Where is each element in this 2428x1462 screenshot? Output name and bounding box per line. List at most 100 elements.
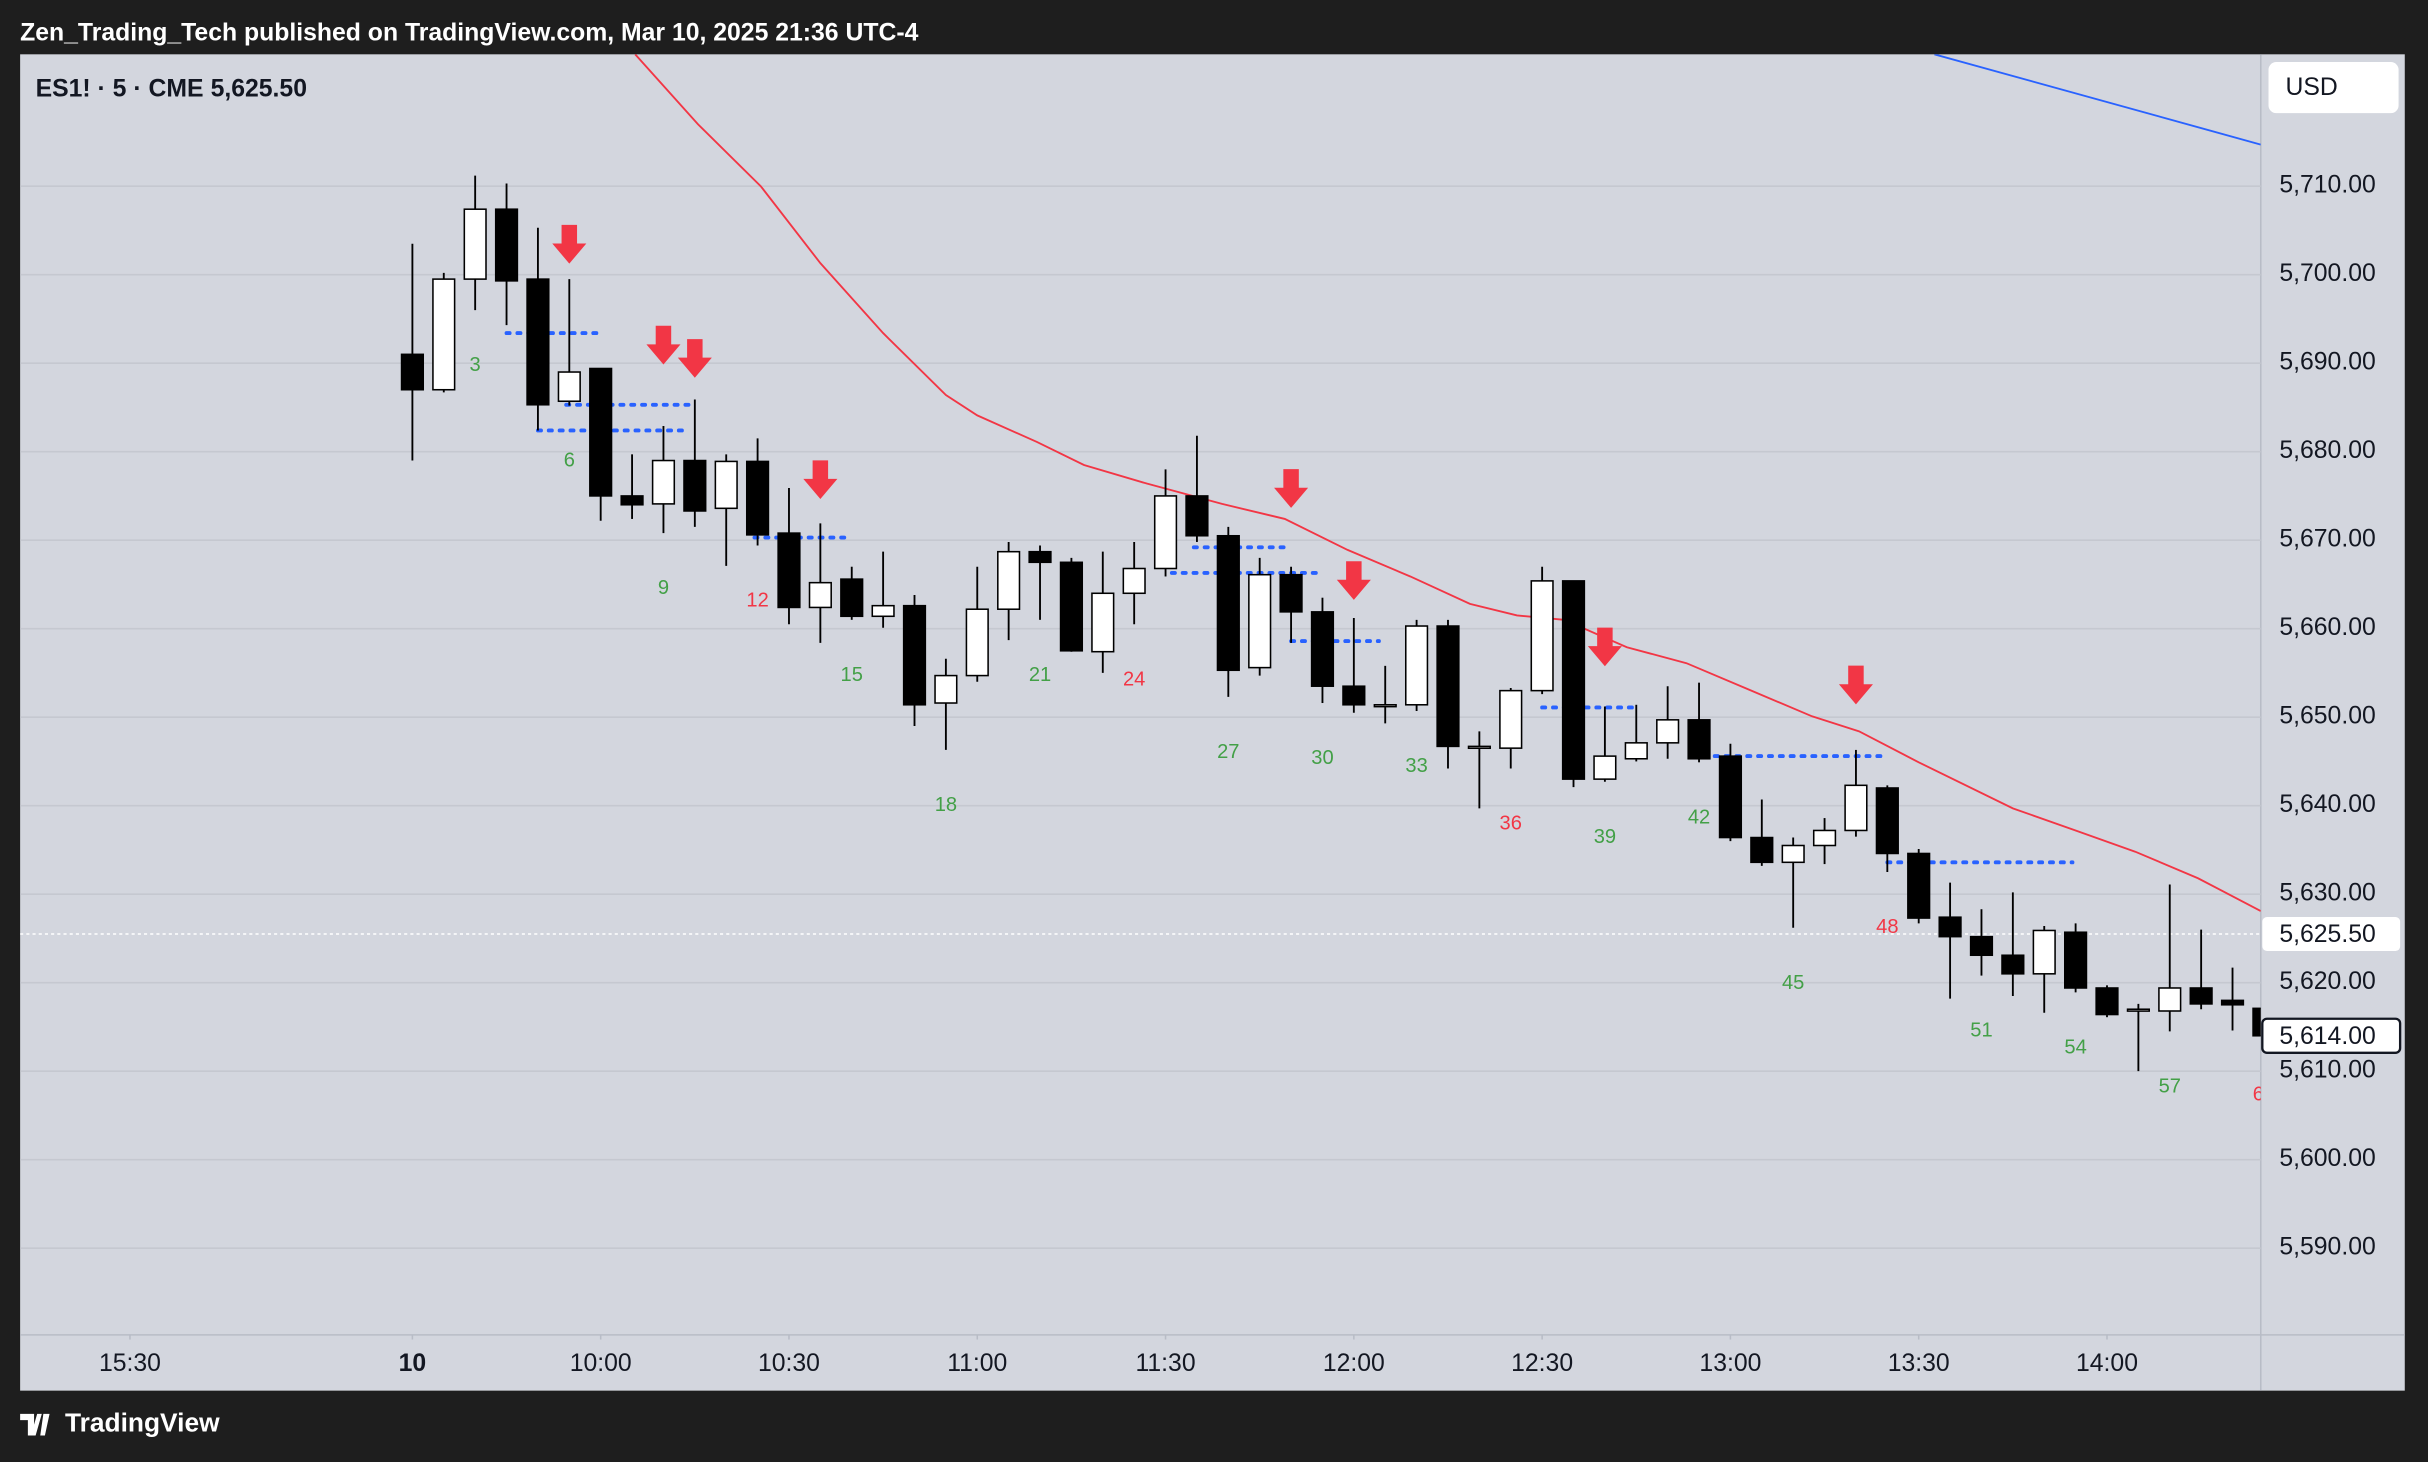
y-tick-label: 5,660.00 xyxy=(2279,614,2375,641)
x-tick-label: 13:00 xyxy=(1699,1350,1761,1377)
candle-body xyxy=(1530,580,1554,692)
candle-body xyxy=(1593,755,1617,780)
candle-body xyxy=(1216,534,1240,672)
signal-arrow xyxy=(646,325,681,365)
candle-body xyxy=(400,353,425,391)
price-badge-label: 5,614.00 xyxy=(2279,1023,2375,1050)
price-badge-label: 5,625.50 xyxy=(2279,921,2375,948)
candle-body xyxy=(808,581,832,609)
candle-body xyxy=(1248,573,1272,669)
candle-body xyxy=(432,278,456,391)
brand: TradingView xyxy=(65,1408,220,1438)
candle-body xyxy=(934,674,958,704)
y-tick-label: 5,640.00 xyxy=(2279,791,2375,818)
candle-body xyxy=(1436,625,1460,748)
y-tick-label: 5,680.00 xyxy=(2279,437,2375,464)
bar-count-label: 57 xyxy=(2159,1075,2181,1097)
candle-body xyxy=(2064,931,2088,989)
bar-count-label: 33 xyxy=(1405,755,1427,777)
signal-arrow xyxy=(1587,627,1622,667)
candle-body xyxy=(2252,1007,2261,1037)
bar-count-label: 30 xyxy=(1311,747,1333,769)
ma-line xyxy=(634,54,2261,912)
candle-body xyxy=(1624,742,1648,760)
x-tick-label: 14:00 xyxy=(2076,1350,2138,1377)
candle-body xyxy=(1687,719,1711,760)
y-tick-label: 5,610.00 xyxy=(2279,1057,2375,1084)
plot: 3691215182124273033363942454851545760 xyxy=(20,54,2261,1249)
candle-body xyxy=(1404,625,1429,706)
candle-body xyxy=(1499,689,1523,749)
candle-body xyxy=(2189,987,2213,1005)
x-tick-label: 10:30 xyxy=(758,1350,820,1377)
candle-body xyxy=(840,578,864,618)
y-tick-label: 5,620.00 xyxy=(2279,968,2375,995)
candle-body xyxy=(1907,852,1931,919)
signal-arrow xyxy=(1274,469,1309,508)
y-tick-label: 5,700.00 xyxy=(2279,260,2375,287)
candle-body xyxy=(1750,836,1774,864)
currency-button[interactable] xyxy=(2268,62,2399,114)
bar-count-label: 27 xyxy=(1217,741,1239,763)
x-tick-label: 11:30 xyxy=(1135,1350,1195,1377)
y-tick-label: 5,710.00 xyxy=(2279,172,2375,199)
candle-body xyxy=(620,495,644,506)
ma-line xyxy=(1934,54,2261,146)
candle-body xyxy=(997,550,1021,610)
bar-count-label: 24 xyxy=(1123,668,1145,690)
candle-body xyxy=(1467,745,1491,750)
currency-label[interactable]: USD xyxy=(2286,74,2338,101)
candle-body xyxy=(494,208,519,282)
bar-count-label: 6 xyxy=(564,450,575,472)
candle-body xyxy=(526,278,550,406)
signal-arrow xyxy=(803,460,838,500)
candle-body xyxy=(871,604,895,618)
candle-body xyxy=(902,604,927,706)
candle-body xyxy=(745,460,770,536)
x-tick-label: 12:00 xyxy=(1323,1350,1385,1377)
bar-count-label: 15 xyxy=(841,664,863,686)
candle-body xyxy=(1373,704,1397,708)
x-tick-label: 10 xyxy=(399,1350,427,1377)
signal-arrow xyxy=(677,339,712,378)
candle-body xyxy=(683,459,707,512)
candle-body xyxy=(1091,592,1115,653)
candle-body xyxy=(651,459,676,505)
price-badge xyxy=(2261,1017,2402,1054)
candle-body xyxy=(589,367,613,497)
signal-arrow xyxy=(552,224,587,264)
candle-body xyxy=(2126,1008,2150,1012)
candle-body xyxy=(463,208,487,280)
candle-body xyxy=(1812,829,1837,847)
bar-count-label: 12 xyxy=(746,590,768,612)
candle-body xyxy=(1185,495,1209,537)
candle-body xyxy=(1310,611,1335,687)
bar-count-label: 3 xyxy=(470,354,481,376)
candle-body xyxy=(777,532,801,609)
candle-body xyxy=(2001,954,2025,975)
candle-body xyxy=(1059,561,1084,652)
price-badge xyxy=(2262,916,2401,952)
candle-body xyxy=(1844,784,1868,832)
bar-count-label: 18 xyxy=(935,794,957,816)
y-tick-label: 5,600.00 xyxy=(2279,1145,2375,1172)
bar-count-label: 42 xyxy=(1688,806,1710,828)
candle-body xyxy=(2158,987,2182,1012)
candle-body xyxy=(1153,495,1178,570)
candle-body xyxy=(714,460,738,510)
candle-body xyxy=(2220,999,2245,1006)
candle-body xyxy=(1969,935,1994,957)
candle-body xyxy=(2032,929,2056,975)
candle-body xyxy=(965,608,989,677)
publish-header: Zen_Trading_Tech published on TradingVie… xyxy=(20,20,918,47)
candle-body xyxy=(1342,685,1366,706)
brand-logo xyxy=(20,1413,50,1436)
bar-count-label: 36 xyxy=(1500,813,1522,835)
signal-arrow xyxy=(1336,561,1371,600)
candle-body xyxy=(2095,987,2119,1016)
bar-count-label: 51 xyxy=(1970,1020,1992,1042)
candle-body xyxy=(557,371,581,403)
x-tick-label: 15:30 xyxy=(99,1350,161,1377)
